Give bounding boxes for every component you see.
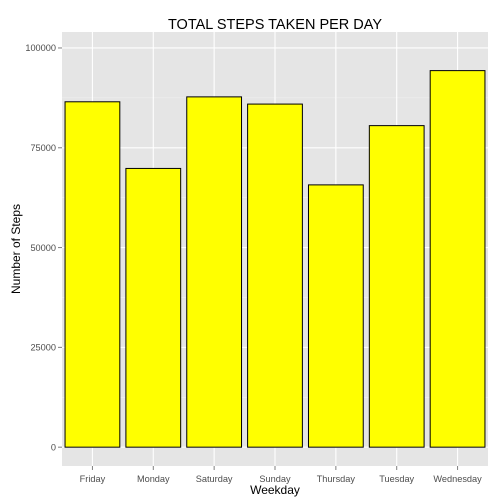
bar-friday [64, 101, 121, 448]
bar-monday [125, 167, 182, 448]
x-tick-label: Wednesday [433, 474, 482, 484]
y-axis-title: Number of Steps [9, 204, 23, 294]
y-tick-label: 25000 [30, 343, 56, 353]
x-axis-ticks: Friday Monday Saturday Sunday Thursday Tuesda… [80, 466, 482, 484]
bar-sunday [247, 103, 303, 448]
chart-title: TOTAL STEPS TAKEN PER DAY [168, 17, 382, 33]
bar-wednesday [429, 70, 486, 448]
x-tick-label: Saturday [196, 474, 233, 484]
y-tick-label: 50000 [30, 243, 56, 253]
y-tick-label: 75000 [30, 143, 56, 153]
y-tick-label: 0 [51, 442, 56, 452]
x-tick-label: Monday [137, 474, 170, 484]
x-axis-title: Weekday [250, 483, 300, 497]
x-tick-label: Sunday [259, 474, 291, 484]
bars [64, 70, 486, 448]
bar-saturday [186, 96, 243, 448]
bar-tuesday [368, 125, 425, 448]
x-tick-label: Friday [80, 474, 106, 484]
y-axis-ticks: 0 25000 50000 75000 100000 [25, 43, 62, 452]
x-tick-label: Thursday [317, 474, 356, 484]
bar-thursday [307, 184, 364, 448]
y-tick-label: 100000 [25, 43, 56, 53]
x-tick-label: Tuesday [379, 474, 414, 484]
